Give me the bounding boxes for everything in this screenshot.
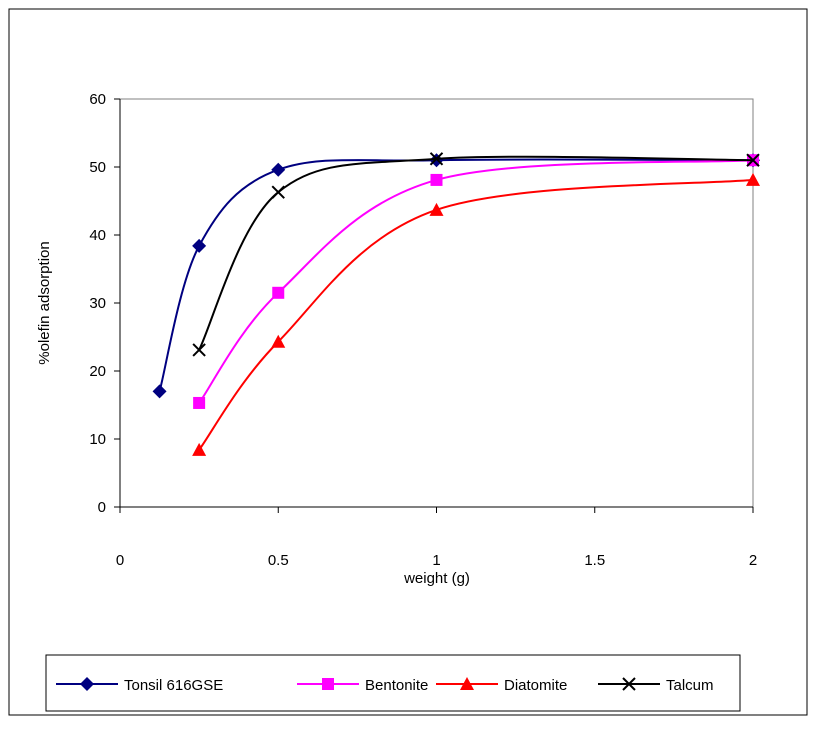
y-tick-label: 20 bbox=[89, 363, 106, 380]
x-tick-label: 1.5 bbox=[584, 552, 605, 569]
y-axis-label: %olefin adsorption bbox=[36, 241, 53, 364]
y-tick-label: 0 bbox=[98, 499, 106, 516]
x-tick-label: 0.5 bbox=[268, 552, 289, 569]
legend-label: Talcum bbox=[666, 677, 714, 694]
x-tick-label: 1 bbox=[432, 552, 440, 569]
x-tick-label: 2 bbox=[749, 552, 757, 569]
y-tick-label: 10 bbox=[89, 431, 106, 448]
y-tick-label: 30 bbox=[89, 295, 106, 312]
marker bbox=[272, 287, 284, 299]
marker bbox=[193, 397, 205, 409]
legend-label: Bentonite bbox=[365, 677, 428, 694]
y-tick-label: 60 bbox=[89, 91, 106, 108]
y-tick-label: 50 bbox=[89, 159, 106, 176]
y-tick-label: 40 bbox=[89, 227, 106, 244]
marker bbox=[431, 174, 443, 186]
x-axis-label: weight (g) bbox=[403, 570, 470, 587]
chart: weight (g) %olefin adsorption 0102030405… bbox=[0, 0, 817, 724]
x-tick-label: 0 bbox=[116, 552, 124, 569]
legend-label: Diatomite bbox=[504, 677, 567, 694]
legend-label: Tonsil 616GSE bbox=[124, 677, 223, 694]
marker bbox=[322, 678, 334, 690]
